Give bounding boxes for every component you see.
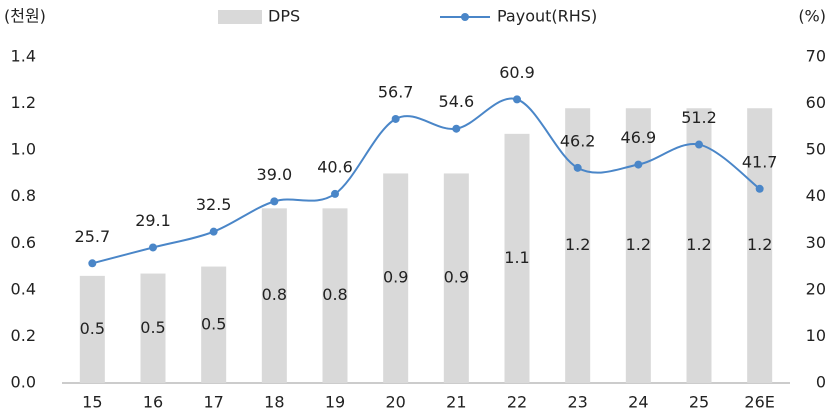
y2-tick-label: 30 [806, 233, 826, 252]
payout-value-label: 54.6 [439, 92, 475, 111]
bar [747, 108, 773, 383]
bar-value-label: 0.9 [383, 268, 408, 287]
bar [443, 173, 469, 383]
bar [565, 108, 591, 383]
payout-value-label: 29.1 [135, 211, 171, 230]
bar [261, 208, 287, 383]
bar [625, 108, 651, 383]
bar-value-label: 0.5 [201, 314, 226, 333]
payout-value-label: 40.6 [317, 157, 353, 176]
payout-value-label: 46.9 [621, 128, 657, 147]
payout-marker [331, 189, 339, 198]
y2-tick-label: 20 [806, 279, 826, 298]
x-tick-label: 16 [143, 393, 163, 412]
payout-line [92, 97, 761, 265]
y2-tick-label: 50 [806, 140, 826, 159]
y-tick-label: 0.8 [11, 186, 36, 205]
bar [140, 273, 166, 383]
bar-value-label: 1.2 [686, 235, 711, 254]
y-tick-label: 0.6 [11, 233, 36, 252]
x-tick-label: 24 [628, 393, 648, 412]
bar-value-label: 1.2 [626, 235, 651, 254]
payout-marker [88, 259, 97, 268]
bar-value-label: 0.8 [322, 285, 347, 304]
payout-marker [149, 243, 157, 252]
payout-value-label: 60.9 [499, 63, 535, 82]
y2-tick-label: 0 [816, 373, 826, 392]
payout-marker [695, 140, 703, 149]
bar [504, 133, 530, 383]
y-tick-label: 0.4 [11, 279, 36, 298]
payout-value-label: 39.0 [257, 165, 293, 184]
bar-value-label: 1.2 [747, 235, 772, 254]
x-tick-label: 26E [744, 393, 774, 412]
payout-value-label: 51.2 [681, 108, 717, 127]
payout-value-label: 25.7 [75, 227, 111, 246]
y-axis-unit: (천원) [4, 7, 46, 26]
payout-marker [391, 114, 400, 123]
bar-value-label: 0.9 [444, 268, 469, 287]
legend-label: Payout(RHS) [497, 7, 597, 26]
payout-value-label: 41.7 [742, 152, 778, 171]
bar-value-label: 1.2 [565, 235, 590, 254]
y2-tick-label: 10 [806, 326, 826, 345]
bar [201, 266, 227, 383]
x-tick-label: 15 [82, 393, 102, 412]
bar-value-label: 1.1 [504, 248, 529, 267]
x-tick-label: 22 [507, 393, 527, 412]
x-tick-label: 18 [264, 393, 284, 412]
payout-marker [452, 124, 461, 133]
y-tick-label: 1.0 [11, 140, 36, 159]
y-tick-label: 1.2 [11, 93, 36, 112]
x-tick-label: 23 [567, 393, 587, 412]
y2-axis-unit: (%) [798, 7, 826, 26]
payout-marker [270, 197, 279, 206]
legend-label: DPS [268, 7, 300, 26]
x-tick-label: 17 [203, 393, 223, 412]
bar-value-label: 0.5 [140, 318, 165, 337]
x-tick-label: 20 [385, 393, 405, 412]
y-tick-label: 0.0 [11, 373, 36, 392]
bar-value-label: 0.5 [80, 319, 105, 338]
payout-marker [573, 163, 582, 172]
legend-swatch [218, 10, 262, 24]
bar [79, 275, 105, 383]
payout-marker [513, 95, 521, 104]
x-tick-label: 19 [325, 393, 345, 412]
bar [322, 208, 348, 383]
payout-marker [634, 160, 643, 169]
payout-value-label: 56.7 [378, 82, 414, 101]
x-tick-label: 21 [446, 393, 466, 412]
bar [686, 108, 712, 383]
payout-marker [209, 227, 218, 236]
y2-tick-label: 60 [806, 93, 826, 112]
legend-marker [461, 13, 469, 21]
y-tick-label: 0.2 [11, 326, 36, 345]
y-tick-label: 1.4 [11, 47, 36, 66]
y2-tick-label: 70 [806, 47, 826, 66]
payout-marker [755, 184, 764, 193]
x-tick-label: 25 [689, 393, 709, 412]
bar-value-label: 0.8 [262, 285, 287, 304]
payout-value-label: 32.5 [196, 195, 232, 214]
bar [383, 173, 409, 383]
y2-tick-label: 40 [806, 186, 826, 205]
payout-value-label: 46.2 [560, 131, 596, 150]
